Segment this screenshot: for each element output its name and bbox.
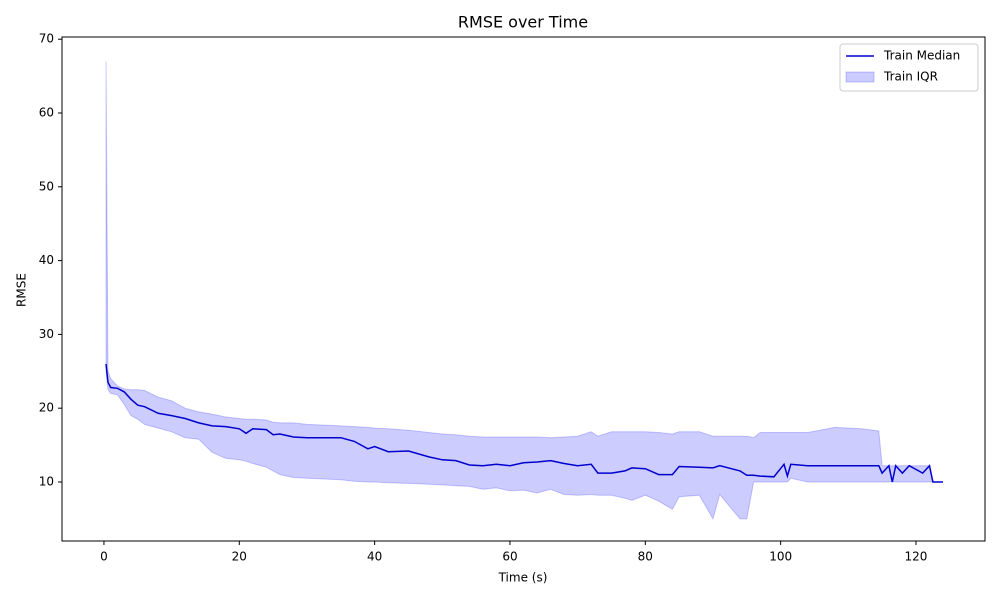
y-tick-label: 20 [39,401,54,415]
y-tick-label: 10 [39,474,54,488]
legend-label: Train IQR [883,70,938,84]
y-tick-label: 30 [39,327,54,341]
y-axis-label: RMSE [15,273,29,307]
x-tick-label: 100 [769,550,792,564]
y-tick-label: 60 [39,106,54,120]
legend-box [839,43,979,92]
x-axis-label: Time (s) [498,571,548,585]
y-tick-label: 50 [39,179,54,193]
x-tick-label: 60 [502,550,517,564]
x-tick-label: 80 [638,550,653,564]
x-tick-label: 120 [905,550,928,564]
y-tick-label: 40 [39,253,54,267]
plot-frame [61,36,986,542]
x-tick-label: 20 [232,550,247,564]
chart-title: RMSE over Time [458,13,588,32]
legend-patch [845,71,875,83]
iqr-band [105,61,943,521]
legend-label: Train Median [883,49,960,63]
x-tick-label: 0 [100,550,108,564]
median-line [105,363,943,483]
x-tick-label: 40 [367,550,382,564]
y-tick-label: 70 [39,32,54,46]
